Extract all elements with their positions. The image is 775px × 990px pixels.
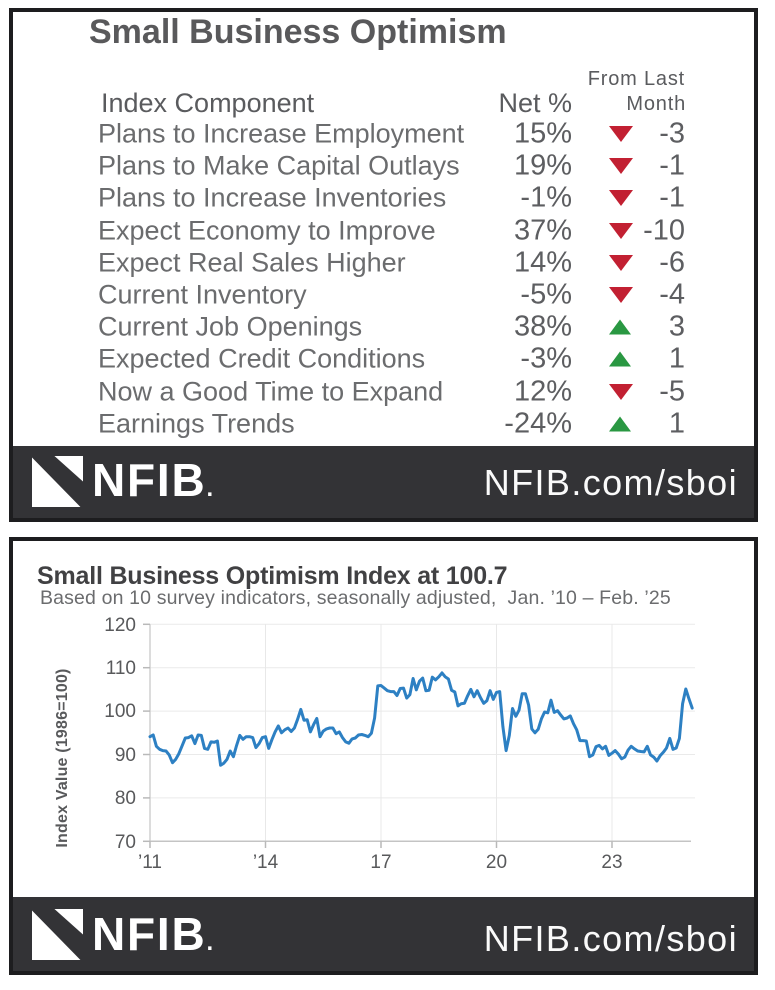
svg-text:110: 110 (106, 658, 136, 679)
svg-text:120: 120 (104, 615, 136, 636)
svg-text:80: 80 (115, 788, 136, 809)
svg-text:17: 17 (370, 852, 391, 873)
svg-text:20: 20 (486, 852, 507, 873)
svg-text:’11: ’11 (138, 852, 162, 873)
svg-text:23: 23 (601, 852, 622, 873)
svg-text:100: 100 (104, 701, 136, 722)
svg-text:’14: ’14 (253, 852, 279, 873)
svg-text:70: 70 (115, 832, 136, 853)
svg-text:90: 90 (115, 745, 136, 766)
